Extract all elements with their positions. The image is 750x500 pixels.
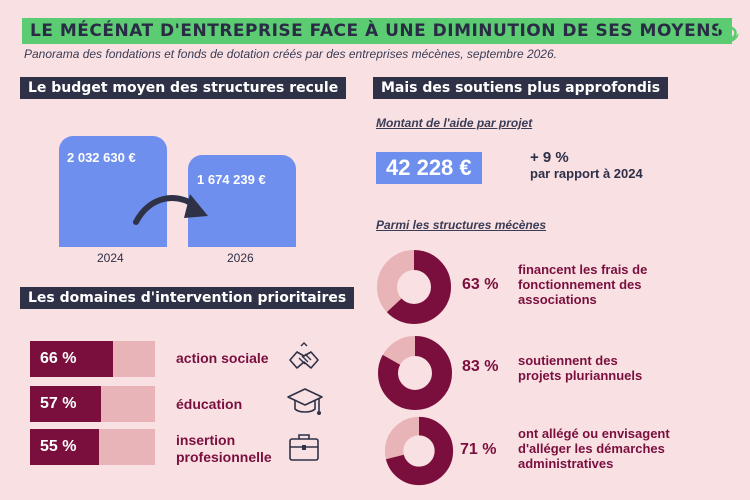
domains-heading: Les domaines d'intervention prioritaires — [20, 287, 355, 309]
amount-title: Montant de l'aide par projet — [376, 116, 533, 130]
domain-label-action-sociale: action sociale — [176, 350, 269, 366]
budget-value-2024: 2 032 630 € — [67, 150, 136, 165]
donut-chart-frais-fonctionnement — [377, 250, 451, 324]
stat-text-pluriannuels: soutiennent des projets pluriannuels — [518, 353, 643, 383]
year-label-2026: 2026 — [227, 251, 254, 265]
graduation-cap-icon — [287, 388, 323, 415]
delta-percent: + 9 % — [530, 149, 569, 166]
domain-fill-action-sociale: 66 % — [30, 341, 113, 377]
domain-bar-action-sociale: 66 % — [30, 341, 155, 377]
delta-text: par rapport à 2024 — [530, 166, 643, 181]
domain-label-education: éducation — [176, 396, 243, 412]
stat-text-frais: financent les frais de fonctionnement de… — [518, 262, 648, 307]
year-label-2024: 2024 — [97, 251, 124, 265]
budget-heading: Le budget moyen des structures recule — [20, 77, 347, 99]
stat-percent-demarches: 71 % — [460, 441, 497, 458]
amount-delta: + 9 % par rapport à 2024 — [530, 150, 643, 182]
domain-bar-education: 57 % — [30, 386, 155, 422]
domain-fill-insertion: 55 % — [30, 429, 99, 465]
leaf-swirl-logo-icon — [716, 19, 739, 43]
curved-arrow-icon — [133, 194, 208, 225]
support-heading: Mais des soutiens plus approfondis — [373, 77, 669, 99]
page-title: LE MÉCÉNAT D'ENTREPRISE FACE À UNE DIMIN… — [22, 18, 732, 44]
domain-bar-insertion: 55 % — [30, 429, 155, 465]
budget-bar-2026: 1 674 239 € — [188, 155, 296, 247]
stat-percent-frais: 63 % — [462, 276, 499, 293]
donut-chart-projets-pluriannuels — [378, 336, 452, 410]
donut-chart-demarches — [384, 416, 454, 486]
domain-fill-education: 57 % — [30, 386, 102, 422]
budget-bar-2024: 2 032 630 € — [59, 136, 167, 247]
handshake-icon — [289, 342, 319, 369]
stat-percent-pluriannuels: 83 % — [462, 358, 499, 375]
amount-value: 42 228 € — [376, 152, 482, 184]
structures-title: Parmi les structures mécènes — [376, 218, 547, 232]
budget-value-2026: 1 674 239 € — [197, 172, 266, 187]
briefcase-icon — [289, 434, 319, 461]
page-subtitle: Panorama des fondations et fonds de dota… — [24, 47, 557, 61]
stat-text-demarches: ont allégé ou envisagent d'alléger les d… — [518, 426, 670, 471]
domain-label-insertion: insertion profesionnelle — [176, 432, 272, 465]
